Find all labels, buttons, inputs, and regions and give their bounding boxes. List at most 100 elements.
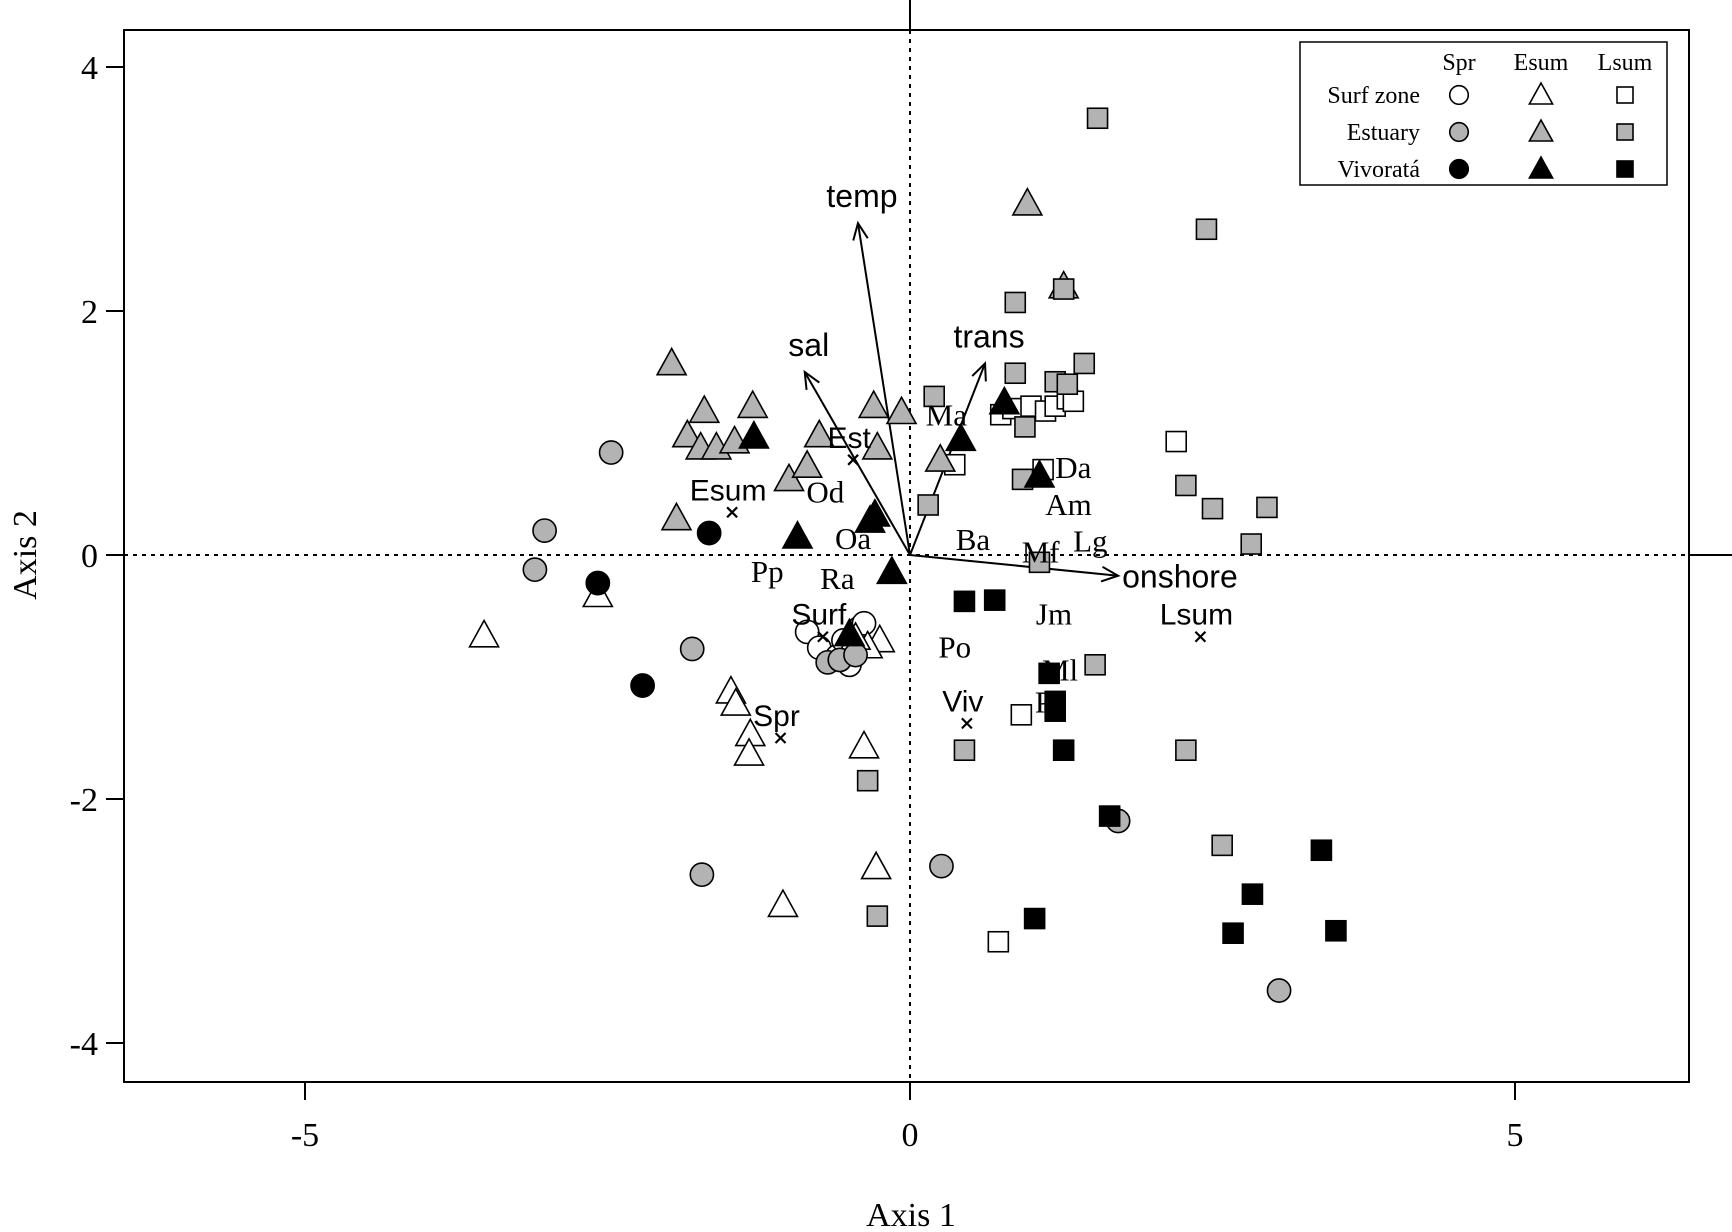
data-point	[1038, 662, 1060, 685]
series-estuary-esum	[655, 186, 1080, 531]
data-point	[630, 673, 655, 698]
species-label-ml: Ml	[1042, 653, 1078, 688]
data-point	[860, 850, 892, 880]
data-point	[923, 385, 946, 408]
species-label-od: Od	[806, 475, 844, 510]
legend-symbol-surf-zone-lsum	[1616, 86, 1634, 104]
legend-header-spr: Spr	[1442, 50, 1475, 76]
axis-ticks: -5 0 5 4 2 0 -2 -4	[70, 50, 1524, 1154]
data-point	[1010, 704, 1033, 726]
series-vivorata-lsum	[953, 589, 1347, 945]
vector-arrowhead	[852, 220, 869, 241]
data-point	[866, 905, 889, 927]
series-surf-zone-esum	[468, 578, 896, 918]
data-point	[1098, 805, 1121, 827]
data-point	[1023, 907, 1046, 930]
centroid-esum: Esum	[690, 474, 766, 519]
data-point	[1175, 739, 1197, 762]
data-point	[791, 449, 824, 478]
data-point	[532, 518, 557, 544]
data-point	[1256, 496, 1278, 519]
data-point	[585, 570, 611, 596]
centroid-marker	[817, 630, 829, 643]
data-point	[1011, 186, 1044, 216]
legend-symbol-vivorata-spr	[1448, 158, 1470, 180]
vector-arrowhead	[1100, 565, 1121, 583]
data-point	[1052, 739, 1075, 762]
series-vivorata-esum	[738, 385, 1056, 647]
species-label-mf: Mf	[1022, 534, 1061, 569]
species-label-po: Po	[938, 630, 971, 665]
data-point	[1222, 922, 1244, 945]
data-point	[1240, 533, 1263, 555]
data-point	[1325, 919, 1347, 942]
species-label-pp: Pp	[751, 554, 784, 589]
data-point	[803, 418, 836, 448]
species-label-lg: Lg	[1073, 523, 1107, 558]
legend-symbol-estuary-spr	[1448, 121, 1470, 143]
vector-line	[909, 554, 1119, 577]
data-point	[1014, 416, 1036, 438]
data-point	[1084, 653, 1106, 676]
data-point	[843, 642, 868, 668]
centroid-marker	[847, 454, 859, 466]
data-point	[1266, 978, 1292, 1003]
y-tick-label: 4	[81, 50, 98, 87]
data-point	[833, 617, 866, 647]
data-point	[861, 430, 894, 460]
data-point	[1175, 474, 1197, 497]
factor-centroids: Esum Est Surf Spr Viv Lsum	[690, 422, 1233, 744]
data-point	[1028, 551, 1051, 574]
centroid-label: Spr	[753, 700, 800, 733]
data-point	[688, 394, 721, 424]
data-point	[738, 420, 770, 449]
data-point	[1211, 834, 1233, 857]
data-point	[1241, 883, 1264, 905]
sample-points	[468, 107, 1347, 1003]
legend-row-vivorata: Vivoratá	[1337, 157, 1420, 183]
data-point	[1086, 107, 1109, 130]
data-point	[875, 555, 908, 585]
legend-header-esum: Esum	[1514, 50, 1569, 76]
data-point	[1165, 430, 1187, 453]
legend-symbol-vivorata-esum	[1528, 155, 1554, 179]
data-point	[859, 498, 891, 527]
centroid-est: Est	[827, 422, 871, 466]
y-tick-label: 0	[81, 538, 98, 575]
data-point	[1044, 700, 1066, 722]
data-point	[917, 494, 939, 516]
data-point	[1023, 459, 1056, 488]
legend-symbol-estuary-lsum	[1616, 123, 1634, 141]
data-point	[885, 395, 918, 425]
data-point	[929, 853, 954, 879]
legend-row-estuary: Estuary	[1347, 120, 1420, 146]
centroid-lsum: Lsum	[1160, 599, 1233, 643]
y-tick-label: 2	[81, 294, 98, 331]
data-point	[1052, 278, 1075, 300]
data-point	[953, 590, 976, 613]
data-point	[660, 501, 693, 531]
data-point	[696, 520, 722, 546]
data-point	[944, 422, 977, 452]
legend-symbol-estuary-esum	[1528, 118, 1554, 142]
vector-arrowhead	[803, 369, 820, 391]
data-point	[987, 930, 1010, 953]
centroid-spr: Spr	[753, 700, 800, 744]
centroid-viv: Viv	[942, 685, 983, 730]
data-point	[1004, 291, 1027, 314]
species-label-ba: Ba	[956, 522, 991, 557]
series-estuary-lsum	[856, 107, 1278, 927]
legend-symbol-surf-zone-spr	[1448, 84, 1470, 106]
species-label-da: Da	[1055, 450, 1091, 485]
data-point	[983, 589, 1006, 611]
legend-symbols	[1448, 81, 1634, 180]
centroid-label: Surf	[791, 599, 847, 632]
legend-symbol-vivorata-lsum	[1616, 160, 1634, 178]
vector-label-sal: sal	[788, 327, 829, 363]
data-point	[655, 346, 688, 376]
vector-label-trans: trans	[953, 318, 1024, 354]
y-axis-title: Axis 2	[7, 510, 44, 600]
data-point	[671, 418, 704, 448]
